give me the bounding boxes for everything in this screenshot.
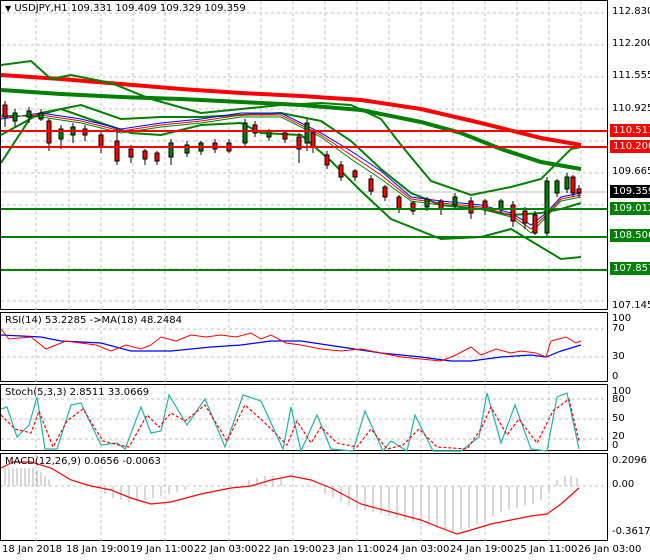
stochastic-title: Stoch(5,3,3) 2.8511 33.0669 [5,387,150,398]
support-1-tag: 109.012 [610,202,650,215]
price-tick: 107.145 [612,300,650,311]
support-2-tag: 108.506 [610,229,650,242]
price-tick: 110.925 [612,103,650,114]
rsi-pane[interactable]: RSI(14) 53.2285 ->MA(18) 48.2484 [0,312,608,383]
macd-tick: 0.2096 [612,455,647,466]
macd-tick: 0.00 [612,479,635,490]
main-price-pane[interactable]: ▼ USDJPY,H1 109.331 109.409 109.329 109.… [0,0,608,311]
support-3-tag: 107.857 [610,262,650,275]
triangle-down-icon[interactable]: ▼ [5,4,12,13]
price-tick: 109.665 [612,166,650,177]
time-label: 26 Jan 03:00 [578,544,642,555]
symbol-label: USDJPY,H1 [14,3,68,14]
stoch-tick: 100 [612,386,632,397]
macd-title: MACD(12,26,9) 0.0656 -0.0063 [5,456,161,467]
price-tick: 112.830 [612,6,650,17]
resistance-1-tag: 110.511 [610,124,650,137]
macd-pane[interactable]: MACD(12,26,9) 0.0656 -0.0063 [0,453,608,542]
time-label: 18 Jan 19:00 [66,544,130,555]
time-label: 24 Jan 03:00 [386,544,450,555]
price-tick: 111.555 [612,70,650,81]
macd-chart [1,454,607,542]
time-label: 24 Jan 19:00 [450,544,514,555]
rsi-tick: 70 [612,323,625,334]
stochastic-chart [1,385,607,452]
time-label: 22 Jan 19:00 [258,544,322,555]
macd-tick: -0.3617 [612,526,650,537]
rsi-tick: 100 [612,313,632,324]
stoch-tick: 20 [612,431,625,442]
chart-header: ▼ USDJPY,H1 109.331 109.409 109.329 109.… [5,3,246,14]
time-label: 19 Jan 11:00 [130,544,194,555]
resistance-2-tag: 110.200 [610,140,650,153]
time-label: 22 Jan 03:00 [194,544,258,555]
price-chart-canvas [1,1,607,311]
rsi-chart [1,313,607,383]
price-tick: 112.200 [612,38,650,49]
ohlc-values: 109.331 109.409 109.329 109.359 [70,3,246,14]
rsi-tick: 0 [612,371,619,382]
rsi-title: RSI(14) 53.2285 ->MA(18) 48.2484 [5,315,182,326]
time-label: 25 Jan 11:00 [514,544,578,555]
stoch-tick: 50 [612,413,625,424]
current-price-tag: 109.359 [610,185,650,198]
stochastic-pane[interactable]: Stoch(5,3,3) 2.8511 33.0669 [0,384,608,452]
time-label: 23 Jan 11:00 [322,544,386,555]
stoch-tick: 0 [612,440,619,451]
time-label: 18 Jan 2018 [2,544,62,555]
rsi-tick: 30 [612,351,625,362]
stoch-tick: 80 [612,394,625,405]
